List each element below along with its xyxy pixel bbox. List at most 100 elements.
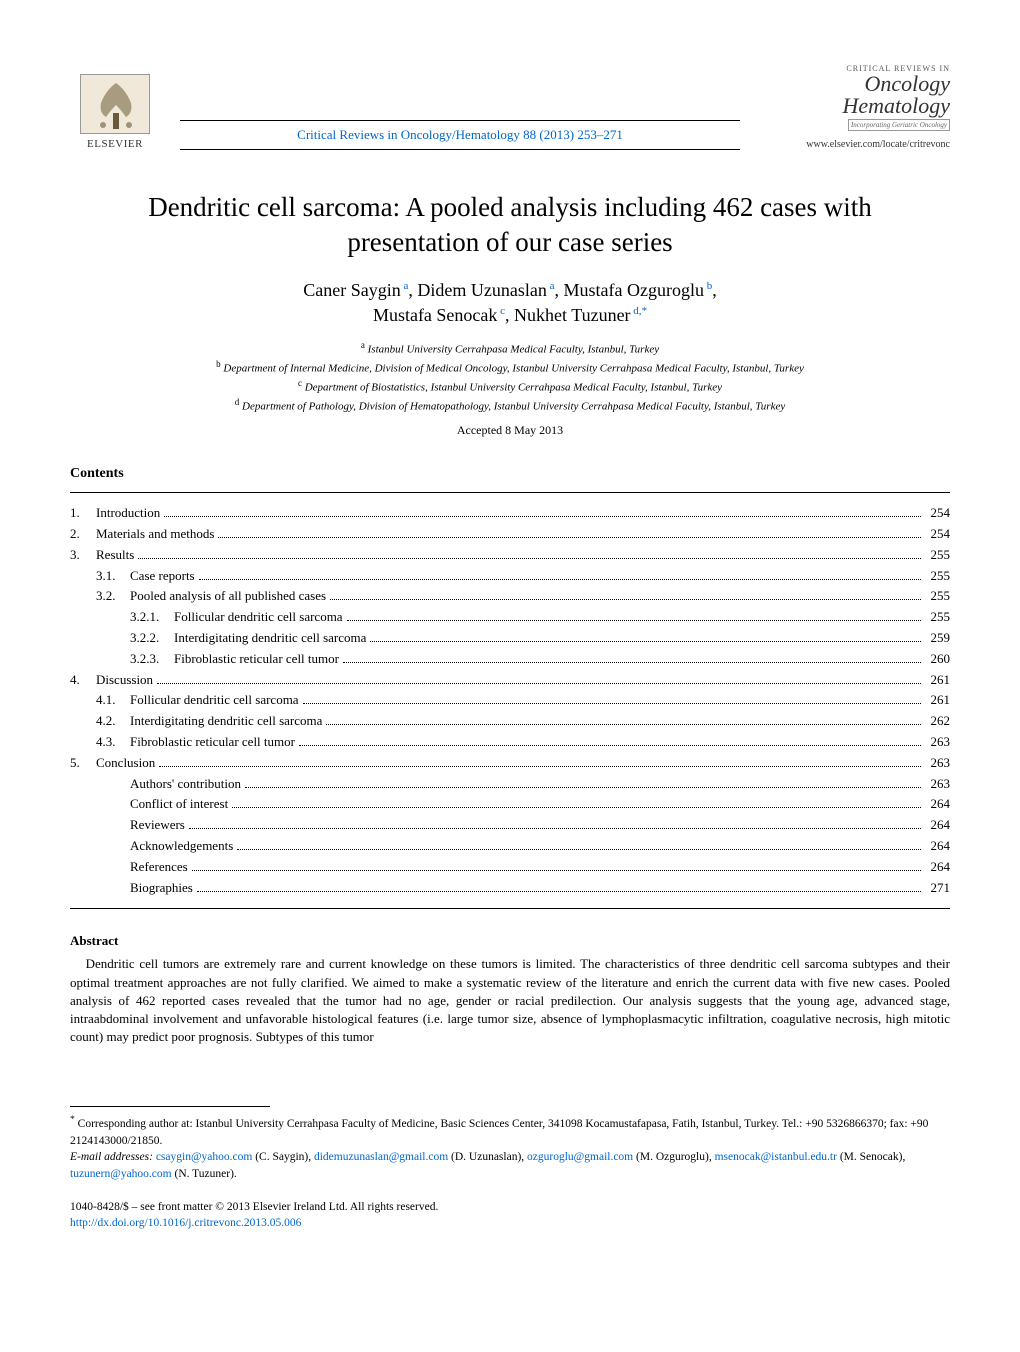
- toc-entry[interactable]: 1. Introduction 254: [70, 503, 950, 524]
- toc-entry[interactable]: Acknowledgements 264: [70, 836, 950, 857]
- email-link[interactable]: tuzunern@yahoo.com: [70, 1168, 172, 1180]
- journal-title-hematology: Hematology: [760, 95, 950, 117]
- contents-heading: Contents: [70, 466, 950, 482]
- toc-leader-dots: [245, 787, 920, 788]
- toc-entry[interactable]: 4. Discussion 261: [70, 670, 950, 691]
- toc-leader-dots: [138, 558, 920, 559]
- toc-label: Follicular dendritic cell sarcoma: [174, 607, 343, 628]
- toc-entry[interactable]: 3.1. Case reports 255: [70, 566, 950, 587]
- toc-entry[interactable]: 4.1. Follicular dendritic cell sarcoma 2…: [70, 690, 950, 711]
- toc-leader-dots: [197, 891, 921, 892]
- email-addresses-line: E-mail addresses: csaygin@yahoo.com (C. …: [70, 1149, 950, 1182]
- toc-number: 4.: [70, 670, 96, 691]
- toc-entry[interactable]: 3.2.1. Follicular dendritic cell sarcoma…: [70, 607, 950, 628]
- toc-leader-dots: [370, 641, 920, 642]
- toc-page: 261: [925, 690, 951, 711]
- email-link[interactable]: msenocak@istanbul.edu.tr: [715, 1151, 837, 1163]
- toc-label: Materials and methods: [96, 524, 214, 545]
- toc-entry[interactable]: 3.2.2. Interdigitating dendritic cell sa…: [70, 628, 950, 649]
- footnote-rule: [70, 1106, 270, 1107]
- toc-label: Pooled analysis of all published cases: [130, 586, 326, 607]
- toc-entry[interactable]: References 264: [70, 857, 950, 878]
- toc-label: Acknowledgements: [130, 836, 233, 857]
- email-link[interactable]: didemuzunaslan@gmail.com: [314, 1151, 448, 1163]
- toc-entry[interactable]: 5. Conclusion 263: [70, 753, 950, 774]
- toc-entry[interactable]: 3.2. Pooled analysis of all published ca…: [70, 586, 950, 607]
- toc-number: 4.2.: [96, 711, 130, 732]
- toc-number: 3.2.2.: [130, 628, 174, 649]
- publisher-logo: ELSEVIER: [70, 60, 160, 150]
- toc-leader-dots: [189, 828, 921, 829]
- corresponding-text: Corresponding author at: Istanbul Univer…: [70, 1118, 928, 1147]
- toc-page: 264: [925, 857, 951, 878]
- toc-leader-dots: [330, 599, 920, 600]
- toc-page: 263: [925, 753, 951, 774]
- footnotes: * Corresponding author at: Istanbul Univ…: [70, 1113, 950, 1183]
- toc-number: 3.1.: [96, 566, 130, 587]
- toc-entry[interactable]: Biographies 271: [70, 878, 950, 899]
- email-link[interactable]: ozguroglu@gmail.com: [527, 1151, 633, 1163]
- toc-label: Conclusion: [96, 753, 155, 774]
- citation-text: Critical Reviews in Oncology/Hematology …: [297, 127, 623, 142]
- toc-label: References: [130, 857, 188, 878]
- doi-link[interactable]: http://dx.doi.org/10.1016/j.critrevonc.2…: [70, 1217, 301, 1229]
- toc-entry[interactable]: Authors' contribution 263: [70, 774, 950, 795]
- email-link[interactable]: csaygin@yahoo.com: [156, 1151, 253, 1163]
- toc-leader-dots: [157, 683, 920, 684]
- toc-leader-dots: [232, 807, 920, 808]
- toc-leader-dots: [303, 703, 921, 704]
- copyright-block: 1040-8428/$ – see front matter © 2013 El…: [70, 1199, 950, 1231]
- toc-leader-dots: [159, 766, 920, 767]
- toc-label: Case reports: [130, 566, 195, 587]
- toc-number: 4.3.: [96, 732, 130, 753]
- author-sup: c: [497, 305, 505, 317]
- toc-leader-dots: [164, 516, 920, 517]
- toc-entry[interactable]: Conflict of interest 264: [70, 794, 950, 815]
- affiliation-list: a Istanbul University Cerrahpasa Medical…: [70, 339, 950, 416]
- toc-page: 262: [925, 711, 951, 732]
- toc-number: 5.: [70, 753, 96, 774]
- author-sup: b: [704, 280, 712, 292]
- email-owner: (N. Tuzuner): [174, 1168, 233, 1180]
- affiliation: c Department of Biostatistics, Istanbul …: [70, 377, 950, 396]
- toc-number: 3.: [70, 545, 96, 566]
- toc-label: Biographies: [130, 878, 193, 899]
- toc-label: Results: [96, 545, 134, 566]
- toc-page: 263: [925, 732, 951, 753]
- toc-leader-dots: [218, 537, 920, 538]
- toc-entry[interactable]: 3.2.3. Fibroblastic reticular cell tumor…: [70, 649, 950, 670]
- accepted-date: Accepted 8 May 2013: [70, 423, 950, 438]
- abstract-text: Dendritic cell tumors are extremely rare…: [70, 955, 950, 1046]
- toc-page: 254: [925, 524, 951, 545]
- toc-entry[interactable]: 3. Results 255: [70, 545, 950, 566]
- toc-number: 3.2.: [96, 586, 130, 607]
- email-owner: (D. Uzunaslan): [451, 1151, 521, 1163]
- affiliation: a Istanbul University Cerrahpasa Medical…: [70, 339, 950, 358]
- toc-number: 4.1.: [96, 690, 130, 711]
- toc-number: 3.2.3.: [130, 649, 174, 670]
- toc-label: Conflict of interest: [130, 794, 228, 815]
- journal-url: www.elsevier.com/locate/critrevonc: [760, 139, 950, 150]
- toc-entry[interactable]: Reviewers 264: [70, 815, 950, 836]
- author-sup: a: [401, 280, 409, 292]
- toc-page: 255: [925, 607, 951, 628]
- author-sup: d,*: [631, 305, 648, 317]
- toc-label: Interdigitating dendritic cell sarcoma: [130, 711, 322, 732]
- email-label: E-mail addresses:: [70, 1151, 153, 1163]
- author-list: Caner Saygin a, Didem Uzunaslan a, Musta…: [70, 278, 950, 328]
- article-title: Dendritic cell sarcoma: A pooled analysi…: [90, 190, 930, 260]
- email-owner: (M. Senocak): [840, 1151, 903, 1163]
- toc-entry[interactable]: 2. Materials and methods 254: [70, 524, 950, 545]
- toc-entry[interactable]: 4.2. Interdigitating dendritic cell sarc…: [70, 711, 950, 732]
- elsevier-tree-icon: [80, 74, 150, 134]
- toc-page: 254: [925, 503, 951, 524]
- table-of-contents: 1. Introduction 254 2. Materials and met…: [70, 492, 950, 909]
- journal-subtitle: Incorporating Geriatric Oncology: [848, 119, 950, 131]
- toc-leader-dots: [326, 724, 920, 725]
- toc-page: 263: [925, 774, 951, 795]
- toc-entry[interactable]: 4.3. Fibroblastic reticular cell tumor 2…: [70, 732, 950, 753]
- email-list: csaygin@yahoo.com (C. Saygin), didemuzun…: [70, 1151, 905, 1180]
- corresponding-author-note: * Corresponding author at: Istanbul Univ…: [70, 1113, 950, 1149]
- email-owner: (C. Saygin): [255, 1151, 308, 1163]
- toc-label: Fibroblastic reticular cell tumor: [130, 732, 295, 753]
